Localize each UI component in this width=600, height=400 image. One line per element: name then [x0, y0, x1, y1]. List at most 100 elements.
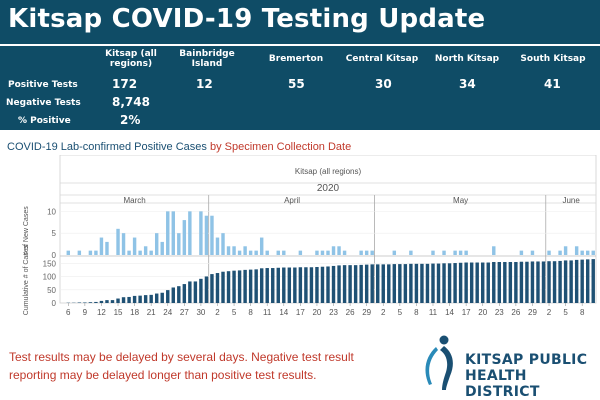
cumulative-bar — [558, 260, 562, 303]
summary-table: Kitsap (all regions) Bainbridge Island B… — [0, 46, 600, 130]
cumulative-bar — [525, 261, 529, 303]
cumulative-bar — [453, 263, 457, 303]
title-banner: Kitsap COVID-19 Testing Update — [0, 0, 600, 44]
new-cases-bar — [221, 233, 225, 255]
new-cases-bar — [259, 237, 264, 255]
cumulative-bar — [481, 262, 485, 303]
x-tick-label: 12 — [97, 308, 106, 317]
new-cases-bar — [492, 246, 496, 255]
new-cases-bar — [121, 233, 126, 255]
cumulative-bar — [403, 264, 408, 303]
new-cases-bar — [409, 250, 413, 255]
column-header-central-kitsap: Central Kitsap — [345, 54, 419, 64]
new-cases-bar — [458, 250, 463, 255]
positive-kitsap: 172 — [112, 77, 138, 91]
new-cases-bar — [331, 246, 336, 255]
cumulative-bar — [243, 269, 247, 303]
cumulative-bar — [143, 295, 148, 303]
cumulative-y-tick-150: 150 — [43, 260, 57, 269]
cumulative-y-tick-50: 50 — [47, 286, 56, 295]
cumulative-bar — [458, 262, 463, 303]
cumulative-bar — [536, 261, 540, 303]
chart-subtitle: COVID-19 Lab-confirmed Positive Cases by… — [7, 141, 351, 153]
cumulative-bar — [580, 259, 584, 303]
new-cases-bar — [392, 250, 397, 255]
new-cases-bar — [99, 237, 104, 255]
new-cases-bar — [232, 246, 236, 255]
negative-kitsap: 8,748 — [112, 95, 150, 109]
row-label-percent-positive: % Positive — [18, 116, 71, 126]
x-tick-label: 14 — [279, 308, 288, 317]
new-cases-bar — [530, 250, 535, 255]
x-tick-label: 2 — [381, 308, 386, 317]
cumulative-bar — [342, 265, 347, 303]
x-tick-label: 24 — [163, 308, 172, 317]
chart-year: 2020 — [317, 183, 340, 194]
new-cases-bar — [105, 241, 109, 255]
new-cases-y-tick-5: 5 — [52, 229, 57, 238]
new-cases-bar — [127, 250, 131, 255]
new-cases-bar — [149, 250, 153, 255]
new-cases-bar — [574, 246, 579, 255]
new-cases-bar — [370, 250, 374, 255]
new-cases-bar — [199, 211, 203, 255]
cumulative-axis-label: Cumulative # of Cases — [23, 244, 30, 315]
new-cases-bar — [177, 233, 181, 255]
x-tick-label: 21 — [147, 308, 156, 317]
new-cases-y-tick-10: 10 — [47, 207, 56, 216]
logo-line-2: HEALTH DISTRICT — [465, 368, 540, 400]
row-label-positive-tests: Positive Tests — [8, 80, 78, 90]
cumulative-bar — [420, 263, 424, 303]
percent-positive-kitsap: 2% — [120, 113, 141, 127]
cumulative-bar — [271, 268, 275, 303]
page-title: Kitsap COVID-19 Testing Update — [8, 4, 486, 34]
new-cases-bar — [243, 246, 247, 255]
chart-title: Kitsap (all regions) — [295, 167, 362, 176]
cumulative-bar — [221, 271, 225, 303]
cumulative-bar — [94, 301, 98, 303]
new-cases-bar — [248, 250, 253, 255]
logo-line-1: KITSAP PUBLIC — [465, 352, 588, 368]
cumulative-bar — [591, 259, 595, 303]
new-cases-bar — [464, 250, 468, 255]
footnote: Test results may be delayed by several d… — [9, 350, 354, 382]
x-tick-label: 2 — [547, 308, 552, 317]
chart-subtitle-main: COVID-19 Lab-confirmed Positive Cases — [7, 141, 207, 153]
cumulative-bar — [293, 267, 297, 303]
new-cases-bar — [320, 250, 325, 255]
new-cases-bar — [182, 220, 187, 255]
new-cases-bar — [77, 250, 82, 255]
x-tick-label: 5 — [232, 308, 237, 317]
cumulative-bar — [326, 266, 330, 303]
cumulative-bar — [77, 302, 82, 303]
x-tick-label: 20 — [312, 308, 321, 317]
new-cases-bar — [237, 250, 242, 255]
cumulative-bar — [154, 293, 159, 303]
cumulative-bar — [541, 261, 546, 303]
new-cases-bar — [204, 215, 209, 255]
x-tick-label: 8 — [248, 308, 253, 317]
cumulative-bar — [464, 262, 468, 303]
cumulative-bar — [320, 266, 325, 303]
x-tick-label: 5 — [398, 308, 403, 317]
cumulative-bar — [287, 267, 292, 303]
cumulative-bar — [364, 264, 369, 303]
x-tick-label: 23 — [495, 308, 504, 317]
cumulative-bar — [138, 295, 142, 303]
cumulative-bar — [254, 269, 258, 303]
cumulative-bar — [530, 261, 535, 303]
cumulative-bar — [497, 261, 502, 303]
cumulative-bar — [381, 264, 385, 303]
month-label-june: June — [562, 196, 580, 205]
cumulative-bar — [110, 300, 115, 303]
new-cases-bar — [166, 211, 170, 255]
cumulative-bar — [353, 265, 358, 303]
x-tick-label: 29 — [528, 308, 537, 317]
x-tick-label: 11 — [429, 308, 438, 317]
positive-north-kitsap: 34 — [459, 77, 476, 91]
new-cases-bar — [154, 233, 159, 255]
new-cases-bar — [591, 250, 595, 255]
new-cases-y-tick-0: 0 — [52, 251, 57, 260]
cumulative-bar — [248, 269, 253, 303]
